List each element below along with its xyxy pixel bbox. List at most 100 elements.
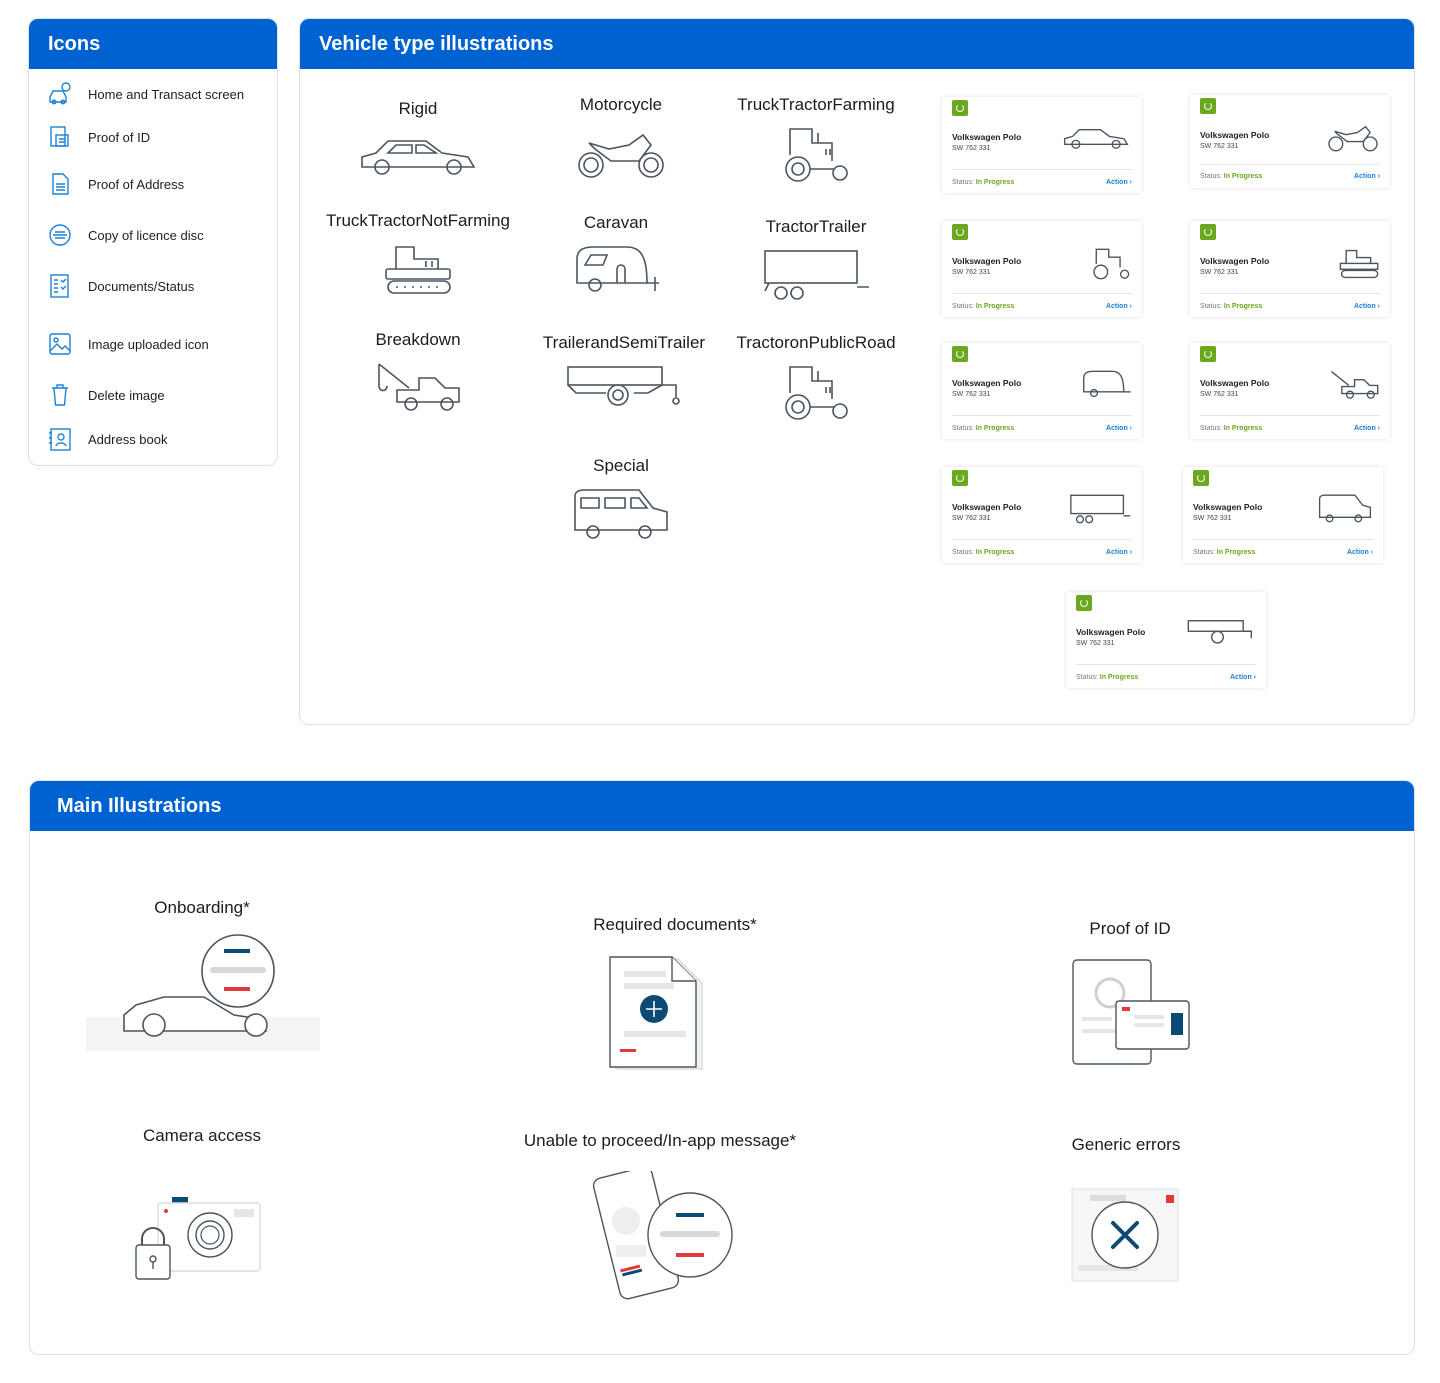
card-vehicle-name: Volkswagen Polo <box>952 256 1022 266</box>
icon-row-image-uploaded: Image uploaded icon <box>47 331 209 357</box>
proof-of-id-illustration <box>1072 959 1190 1065</box>
icon-row-label: Image uploaded icon <box>88 336 209 352</box>
motorcycle-icon <box>578 133 664 178</box>
icon-row-label: Proof of ID <box>88 129 151 145</box>
trailer-icon <box>1070 494 1131 524</box>
vehicle-status-card[interactable]: Volkswagen Polo SW 762 331 Status: In Pr… <box>942 467 1142 563</box>
vehicle-trucktractor-not-farming: TruckTractorNotFarming <box>308 211 528 299</box>
vehicle-status-card[interactable]: Volkswagen Polo SW 762 331 Status: In Pr… <box>1190 221 1390 317</box>
vehicle-status-card[interactable]: Volkswagen Polo SW 762 331 Status: In Pr… <box>942 221 1142 317</box>
vehicle-label: Motorcycle <box>579 95 663 114</box>
card-action-link[interactable]: Action › <box>1346 549 1373 556</box>
icon-row-label: Copy of licence disc <box>88 227 204 243</box>
main-label-proof-of-id: Proof of ID <box>1089 919 1171 938</box>
utility-trailer-icon <box>567 366 680 406</box>
main-label-required-documents: Required documents* <box>593 915 757 934</box>
card-action-link[interactable]: Action › <box>1105 179 1132 186</box>
icon-row-label: Documents/Status <box>88 278 195 294</box>
card-action-link[interactable]: Action › <box>1353 425 1380 432</box>
vehicle-label: Special <box>593 456 649 475</box>
card-status: Status: In Progress <box>1200 303 1263 310</box>
vehicle-label: TrailerandSemiTrailer <box>542 333 706 352</box>
status-badge-icon <box>1193 470 1209 486</box>
icon-row-home: Home and Transact screen <box>47 81 244 107</box>
card-vehicle-name: Volkswagen Polo <box>1076 627 1146 637</box>
card-vehicle-name: Volkswagen Polo <box>1200 256 1270 266</box>
card-action-link[interactable]: Action › <box>1353 173 1380 180</box>
card-action-link[interactable]: Action › <box>1105 549 1132 556</box>
vehicle-status-card[interactable]: Volkswagen Polo SW 762 331 Status: In Pr… <box>1190 343 1390 439</box>
vehicle-label: Breakdown <box>375 330 461 349</box>
vehicle-label: TractorTrailer <box>765 217 867 236</box>
vehicle-caravan: Caravan <box>506 213 726 299</box>
card-status: Status: In Progress <box>952 303 1015 310</box>
icons-panel: Icons Home and Transact screen Proof of … <box>28 18 278 466</box>
address-document-icon <box>52 173 69 195</box>
card-action-link[interactable]: Action › <box>1105 425 1132 432</box>
card-status: Status: In Progress <box>1200 425 1263 432</box>
icons-panel-title: Icons <box>29 19 277 69</box>
vehicle-label: TruckTractorFarming <box>737 95 895 114</box>
main-label-onboarding: Onboarding* <box>154 898 250 917</box>
vehicle-trucktractor-farming: TruckTractorFarming <box>706 95 926 185</box>
vehicle-rigid: Rigid <box>308 99 528 179</box>
status-badge-icon <box>952 470 968 486</box>
card-action-link[interactable]: Action › <box>1353 303 1380 310</box>
icon-row-proof-address: Proof of Address <box>47 171 184 197</box>
icon-row-label: Delete image <box>88 387 165 403</box>
tow-truck-icon <box>378 363 460 411</box>
vehicle-status-card[interactable]: Volkswagen Polo SW 762 331 Status: In Pr… <box>942 343 1142 439</box>
card-action-link[interactable]: Action › <box>1229 674 1256 681</box>
card-vehicle-name: Volkswagen Polo <box>952 502 1022 512</box>
id-document-icon <box>50 126 69 147</box>
status-badge-icon <box>1076 595 1092 611</box>
required-documents-illustration <box>609 956 703 1070</box>
car-icon <box>361 140 476 175</box>
camera-access-illustration <box>135 1197 261 1280</box>
vehicle-status-card[interactable]: Volkswagen Polo SW 762 331 Status: In Pr… <box>1066 592 1266 688</box>
vehicle-tractor-trailer: TractorTrailer <box>706 217 926 303</box>
vehicle-tractor-public-road: TractoronPublicRoad <box>706 333 926 423</box>
vehicle-label: Caravan <box>583 213 649 232</box>
main-label-generic-errors: Generic errors <box>1071 1135 1181 1154</box>
trailer-icon <box>764 250 869 300</box>
icon-row-label: Proof of Address <box>88 176 185 192</box>
document-status-icon <box>50 274 69 298</box>
caravan-icon <box>576 246 659 292</box>
card-vehicle-name: Volkswagen Polo <box>1200 378 1270 388</box>
address-book-icon <box>49 428 71 451</box>
card-registration: SW 762 331 <box>1076 640 1115 647</box>
card-vehicle-name: Volkswagen Polo <box>952 378 1022 388</box>
main-panel-title: Main Illustrations <box>30 781 1414 831</box>
card-status: Status: In Progress <box>952 425 1015 432</box>
vehicle-status-card[interactable]: Volkswagen Polo SW 762 331 Status: In Pr… <box>942 97 1142 193</box>
card-action-link[interactable]: Action › <box>1105 303 1132 310</box>
card-vehicle-name: Volkswagen Polo <box>1193 502 1263 512</box>
card-registration: SW 762 331 <box>1200 391 1239 398</box>
card-registration: SW 762 331 <box>952 391 991 398</box>
main-illustrations-panel: Main Illustrations Onboarding* Required … <box>29 780 1415 1355</box>
status-badge-icon <box>952 224 968 240</box>
vehicle-status-card[interactable]: Volkswagen Polo SW 762 331 Status: In Pr… <box>1190 95 1390 188</box>
vehicle-breakdown: Breakdown <box>308 330 528 418</box>
status-badge-icon <box>1200 98 1216 114</box>
icon-row-licence-disc: Copy of licence disc <box>47 222 204 248</box>
card-registration: SW 762 331 <box>1200 269 1239 276</box>
icon-row-label: Address book <box>88 431 168 447</box>
icon-row-documents-status: Documents/Status <box>47 273 194 299</box>
card-status: Status: In Progress <box>1193 549 1256 556</box>
status-badge-icon <box>1200 224 1216 240</box>
main-label-camera-access: Camera access <box>142 1126 262 1145</box>
vehicle-trailer-semitrailer: TrailerandSemiTrailer <box>514 333 734 413</box>
status-badge-icon <box>952 346 968 362</box>
van-icon <box>574 489 668 539</box>
main-label-unable-to-proceed: Unable to proceed/In-app message* <box>523 1131 797 1150</box>
status-badge-icon <box>1200 346 1216 362</box>
van-icon <box>1318 494 1372 523</box>
card-vehicle-name: Volkswagen Polo <box>952 132 1022 142</box>
card-status: Status: In Progress <box>1076 674 1139 681</box>
onboarding-illustration <box>86 934 320 1051</box>
image-icon <box>49 333 71 355</box>
icon-row-address-book: Address book <box>47 426 168 452</box>
vehicle-status-card[interactable]: Volkswagen Polo SW 762 331 Status: In Pr… <box>1183 467 1383 563</box>
